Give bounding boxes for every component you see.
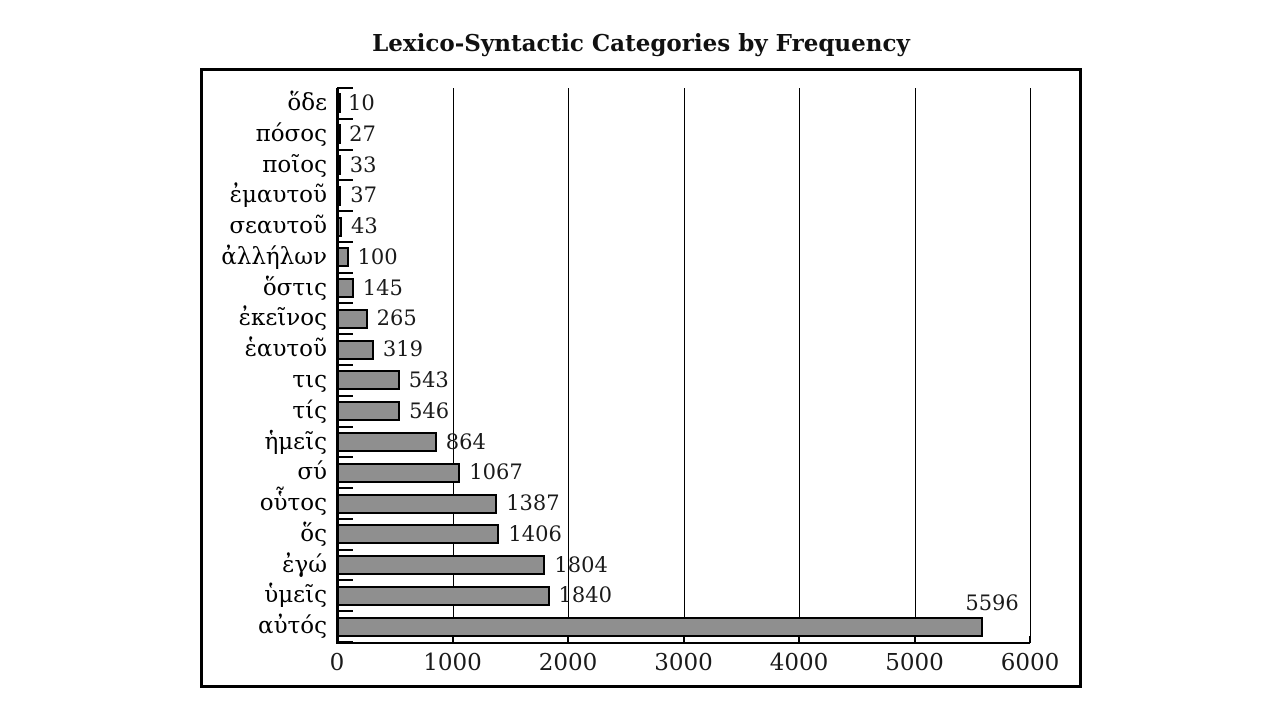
value-label: 319: [382, 337, 423, 362]
gridline: [683, 88, 685, 642]
x-tick-label: 4000: [769, 650, 829, 676]
value-label: 864: [445, 429, 486, 454]
bar: [337, 370, 400, 391]
category-label: σεαυτοῦ: [229, 213, 327, 240]
value-label: 1387: [506, 491, 560, 516]
category-label: ὅδε: [287, 90, 327, 116]
bar: [337, 93, 341, 114]
gridline: [1030, 88, 1031, 642]
value-label: 100: [357, 244, 398, 269]
bar: [337, 462, 461, 483]
category-tick: [337, 333, 353, 336]
category-label: ὅστις: [262, 274, 327, 301]
category-tick: [337, 394, 353, 397]
category-label: ποῖος: [262, 151, 327, 178]
chart-title: Lexico-Syntactic Categories by Frequency: [372, 30, 910, 57]
category-tick: [337, 117, 353, 120]
value-label: 546: [409, 398, 450, 423]
value-label: 145: [362, 275, 403, 300]
category-label: τίς: [292, 397, 327, 424]
bar: [337, 278, 354, 299]
x-tick-label: 6000: [1000, 650, 1060, 676]
value-label: 33: [349, 152, 377, 177]
category-tick: [337, 548, 353, 551]
value-label: 265: [376, 306, 417, 331]
x-axis-tick: [451, 636, 454, 643]
value-label: 5596: [965, 590, 1019, 615]
category-tick: [337, 579, 353, 582]
value-label: 1406: [508, 521, 562, 546]
bar: [337, 431, 437, 452]
category-tick: [337, 271, 353, 274]
bar: [337, 493, 498, 514]
category-tick: [337, 456, 353, 459]
bar: [337, 185, 342, 206]
value-label: 10: [348, 91, 375, 115]
gridline: [568, 88, 569, 642]
category-label: ἐγώ: [282, 551, 327, 578]
category-label: ἐκεῖνος: [238, 305, 327, 332]
x-tick-label: 5000: [885, 650, 944, 676]
bar: [337, 401, 401, 422]
category-label: ἑαυτοῦ: [244, 336, 327, 363]
category-label: τις: [292, 367, 327, 393]
gridline: [799, 88, 800, 642]
bar: [337, 585, 550, 606]
bar: [337, 339, 374, 360]
bar: [337, 124, 341, 145]
category-tick: [337, 517, 353, 520]
bar: [337, 216, 342, 237]
gridline: [452, 88, 454, 642]
category-label: σύ: [297, 459, 327, 486]
category-tick: [337, 148, 353, 151]
x-tick-label: 3000: [654, 650, 713, 676]
value-label: 1840: [558, 583, 612, 608]
value-label: 37: [350, 183, 377, 208]
gridline: [914, 88, 916, 642]
value-label: 543: [408, 368, 449, 392]
x-tick-label: 2000: [538, 650, 598, 676]
category-label: οὗτος: [259, 490, 327, 517]
category-label: ἡμεῖς: [264, 428, 327, 455]
category-label: ἐμαυτοῦ: [229, 182, 327, 209]
value-label: 1067: [469, 460, 523, 485]
x-axis-tick: [913, 636, 916, 643]
x-axis-tick: [682, 636, 685, 643]
bar: [337, 308, 368, 329]
value-label: 27: [349, 121, 376, 146]
category-tick: [337, 610, 353, 613]
value-label: 43: [350, 214, 378, 239]
x-axis-tick: [567, 636, 569, 643]
bar: [337, 616, 984, 637]
category-tick: [337, 179, 353, 182]
category-label: ὅς: [300, 520, 327, 547]
category-label: πόσος: [255, 120, 327, 147]
x-tick-label: 0: [329, 650, 345, 676]
category-label: ὑμεῖς: [264, 582, 327, 609]
category-tick: [337, 87, 353, 89]
category-tick: [337, 425, 353, 428]
value-label: 1804: [554, 552, 608, 577]
category-tick: [337, 487, 353, 490]
bar: [337, 555, 546, 576]
category-label: αὐτός: [258, 613, 327, 640]
chart-frame: [200, 68, 1082, 688]
y-axis: [336, 88, 339, 644]
category-label: ἀλλήλων: [221, 243, 327, 270]
category-tick: [337, 240, 353, 243]
x-axis-tick: [798, 636, 800, 643]
category-tick: [337, 364, 353, 366]
bar: [337, 524, 500, 545]
category-tick: [337, 302, 353, 305]
x-axis: [336, 642, 1030, 644]
category-tick: [337, 210, 353, 213]
x-tick-label: 1000: [423, 650, 482, 676]
bar: [337, 247, 349, 268]
bar: [337, 154, 341, 175]
x-axis-tick: [1029, 636, 1031, 643]
